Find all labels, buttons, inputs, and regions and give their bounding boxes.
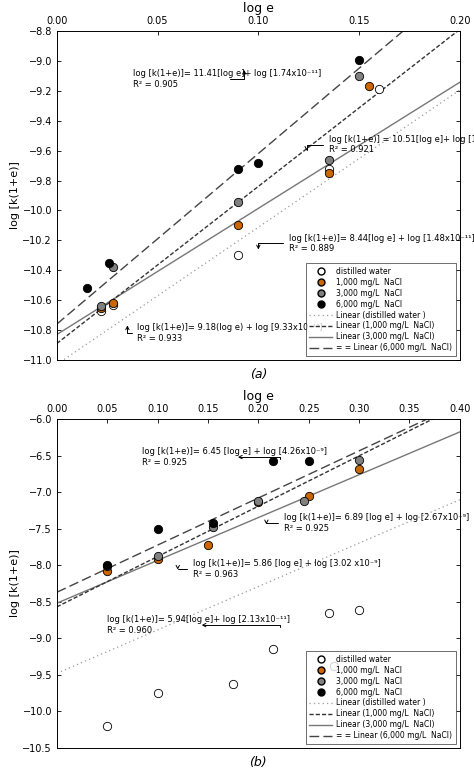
Point <box>325 167 333 179</box>
Text: log [k(1+e)]= 6.89 [log e] + log [2.67x10⁻⁹]
R² = 0.925: log [k(1+e)]= 6.89 [log e] + log [2.67x1… <box>264 513 469 533</box>
Point <box>105 256 113 269</box>
Text: log [k(1+e)]= 5.86 [log e] + log [3.02 x10⁻⁹]
R² = 0.963: log [k(1+e)]= 5.86 [log e] + log [3.02 x… <box>176 559 381 579</box>
Point <box>234 196 242 208</box>
Point <box>154 553 161 566</box>
Text: log [k(1+e)]= 5.94[log e]+ log [2.13x10⁻¹¹]
R² = 0.960: log [k(1+e)]= 5.94[log e]+ log [2.13x10⁻… <box>107 615 290 635</box>
Point <box>229 677 237 689</box>
Text: (b): (b) <box>249 756 267 769</box>
Point <box>97 305 105 317</box>
Point <box>103 559 111 572</box>
Point <box>103 559 111 572</box>
Point <box>97 300 105 312</box>
Point <box>109 298 117 311</box>
Text: log [k(1+e)]= 6.45 [log e] + log [4.26x10⁻⁹]
R² = 0.925: log [k(1+e)]= 6.45 [log e] + log [4.26x1… <box>143 447 328 467</box>
Y-axis label: log [k(1+e)]: log [k(1+e)] <box>9 549 19 618</box>
Point <box>154 523 161 535</box>
Point <box>325 153 333 166</box>
Point <box>103 565 111 577</box>
Point <box>154 687 161 700</box>
Legend: distilled water, 1,000 mg/L  NaCl, 3,000 mg/L  NaCl, 6,000 mg/L  NaCl, Linear (d: distilled water, 1,000 mg/L NaCl, 3,000 … <box>306 263 456 356</box>
Point <box>103 720 111 732</box>
Point <box>255 495 262 507</box>
Text: (a): (a) <box>250 368 267 381</box>
Point <box>209 521 217 534</box>
Point <box>365 80 373 93</box>
Point <box>356 70 363 83</box>
Point <box>305 454 312 467</box>
Point <box>356 463 363 475</box>
Point <box>356 53 363 65</box>
Point <box>270 454 277 467</box>
Point <box>325 607 333 619</box>
Point <box>234 162 242 174</box>
Point <box>255 157 262 169</box>
Text: log [k(1+e)] = 10.51[log e]+ log [1.29x10⁻¹¹]
R² = 0.921: log [k(1+e)] = 10.51[log e]+ log [1.29x1… <box>305 135 474 154</box>
Point <box>97 301 105 314</box>
Text: log [k(1+e)]= 9.18(log e) + log [9.33x10⁻¹²]
R² = 0.933: log [k(1+e)]= 9.18(log e) + log [9.33x10… <box>126 323 323 343</box>
Point <box>209 516 217 529</box>
Point <box>109 261 117 273</box>
Point <box>109 297 117 309</box>
Point <box>375 83 383 96</box>
Point <box>255 495 262 508</box>
Point <box>305 489 312 502</box>
Point <box>356 605 363 617</box>
X-axis label: log e: log e <box>243 2 274 15</box>
Point <box>270 643 277 655</box>
Text: log [k(1+e)]= 11.41[log e]+ log [1.74x10⁻¹¹]
R² = 0.905: log [k(1+e)]= 11.41[log e]+ log [1.74x10… <box>133 69 322 89</box>
Point <box>300 495 308 507</box>
Point <box>330 660 337 672</box>
Legend: distilled water, 1,000 mg/L  NaCl, 3,000 mg/L  NaCl, 6,000 mg/L  NaCl, Linear (d: distilled water, 1,000 mg/L NaCl, 3,000 … <box>306 651 456 744</box>
Point <box>234 219 242 231</box>
Text: log [k(1+e)]= 8.44[log e] + log [1.48x10⁻¹¹]
R² = 0.889: log [k(1+e)]= 8.44[log e] + log [1.48x10… <box>256 234 474 253</box>
Point <box>234 249 242 262</box>
Y-axis label: log [k(1+e)]: log [k(1+e)] <box>9 161 19 230</box>
Point <box>154 549 161 562</box>
Point <box>325 162 333 174</box>
Point <box>204 538 212 551</box>
Point <box>83 282 91 294</box>
Point <box>356 453 363 466</box>
X-axis label: log e: log e <box>243 390 274 403</box>
